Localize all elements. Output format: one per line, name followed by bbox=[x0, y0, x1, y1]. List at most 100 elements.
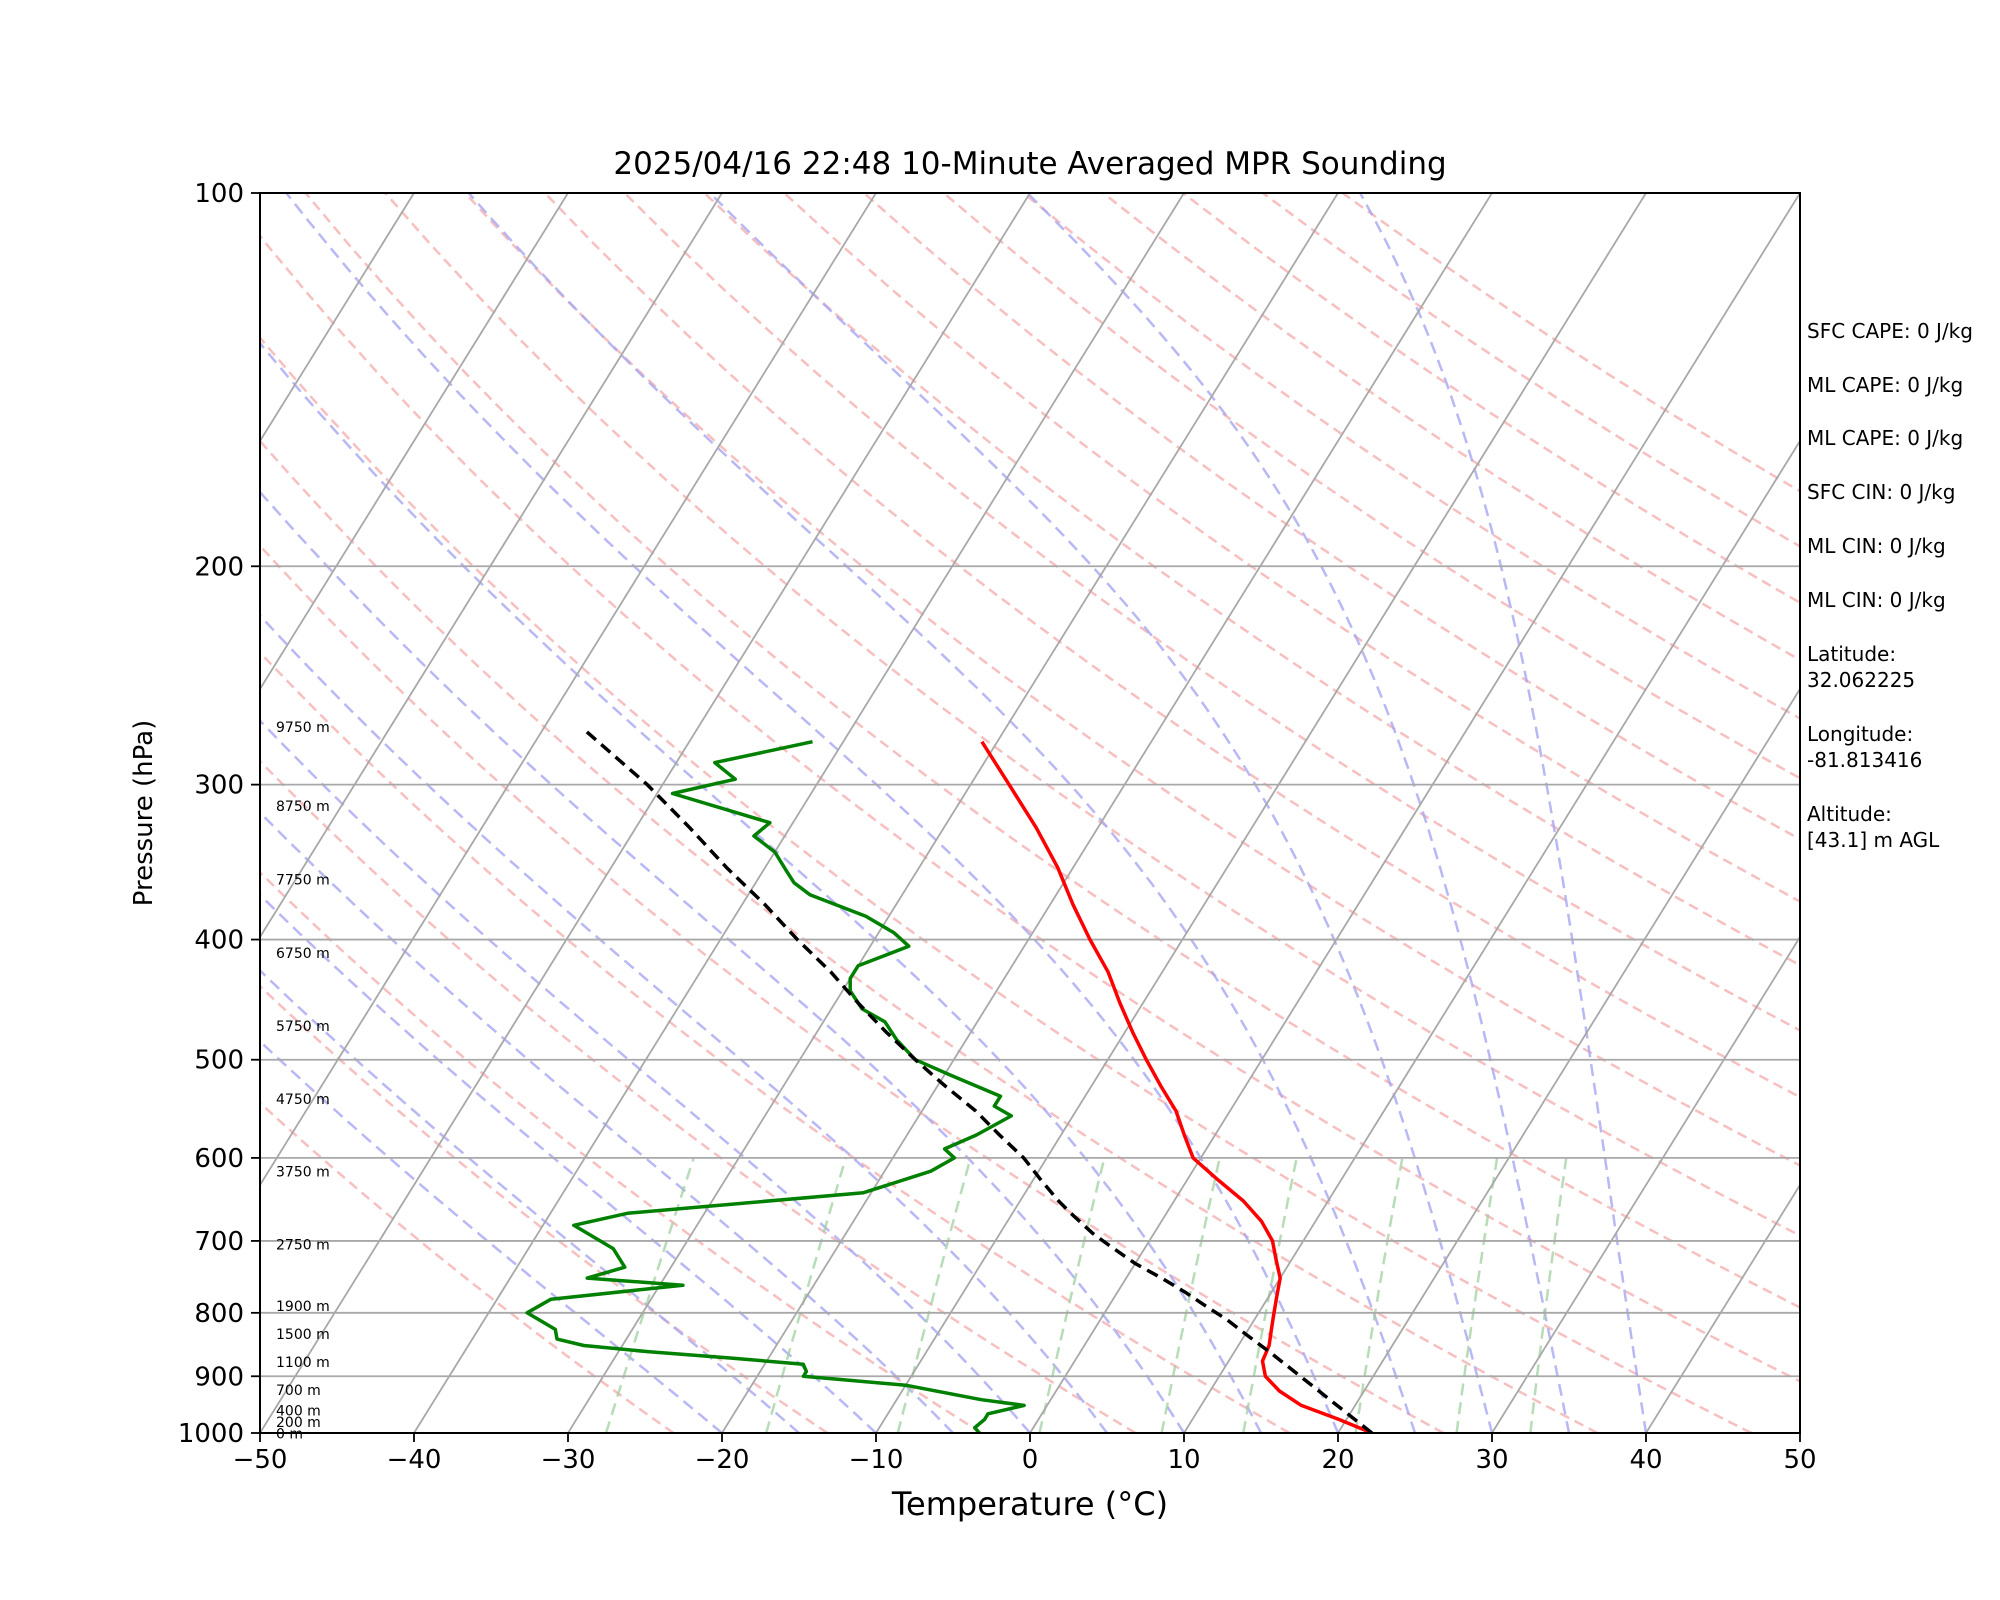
dry-adiabat bbox=[623, 193, 1800, 1032]
altitude-value: [43.1] m AGL bbox=[1807, 828, 1940, 852]
moist-adiabat bbox=[1359, 193, 1648, 1433]
moist-adiabat bbox=[260, 613, 1109, 1433]
y-tick-label: 600 bbox=[194, 1144, 244, 1174]
dry-adiabat bbox=[260, 543, 1445, 1433]
sfc-cin-text: SFC CIN: 0 J/kg bbox=[1807, 480, 1956, 504]
mixing-ratio-line bbox=[1160, 1157, 1221, 1433]
moist-adiabat bbox=[260, 718, 1031, 1433]
dry-adiabat bbox=[260, 650, 1291, 1433]
isotherm bbox=[1337, 687, 1800, 1433]
parcel-profile bbox=[581, 726, 1373, 1433]
altitude-label: Altitude: bbox=[1807, 802, 1892, 826]
isotherm bbox=[260, 193, 877, 1187]
y-tick-label: 500 bbox=[194, 1046, 244, 1076]
moist-adiabat bbox=[1026, 193, 1571, 1433]
height-label: 6750 m bbox=[276, 946, 330, 962]
ml-cin-text-2: ML CIN: 0 J/kg bbox=[1807, 588, 1946, 612]
dry-adiabat bbox=[260, 439, 1599, 1433]
dry-adiabat bbox=[260, 759, 1137, 1433]
x-tick-label: 40 bbox=[1629, 1445, 1662, 1475]
x-axis-label: Temperature (°C) bbox=[891, 1485, 1168, 1523]
isotherm bbox=[413, 193, 1185, 1433]
ml-cape-text: ML CAPE: 0 J/kg bbox=[1807, 373, 1964, 397]
isotherm bbox=[1029, 193, 1800, 1433]
height-label: 1900 m bbox=[276, 1299, 330, 1315]
ml-cin-text: ML CIN: 0 J/kg bbox=[1807, 534, 1946, 558]
x-tick-label: −20 bbox=[695, 1445, 750, 1475]
latitude-label: Latitude: bbox=[1807, 642, 1897, 666]
x-tick-label: −30 bbox=[541, 1445, 596, 1475]
isotherm bbox=[1491, 935, 1800, 1433]
height-label: 200 m bbox=[276, 1415, 321, 1431]
moist-adiabat bbox=[467, 193, 1417, 1433]
sfc-cape-text: SFC CAPE: 0 J/kg bbox=[1807, 319, 1973, 343]
x-tick-label: 0 bbox=[1022, 1445, 1039, 1475]
dry-adiabat bbox=[260, 233, 1800, 1383]
isotherm bbox=[875, 193, 1647, 1433]
dry-adiabat bbox=[260, 984, 829, 1433]
dry-adiabat bbox=[703, 193, 1800, 967]
y-axis-label: Pressure (hPa) bbox=[129, 720, 159, 907]
chart-title: 2025/04/16 22:48 10-Minute Averaged MPR … bbox=[613, 146, 1446, 182]
dry-adiabat bbox=[260, 870, 983, 1433]
moist-adiabat bbox=[285, 193, 1340, 1433]
x-tick-label: 30 bbox=[1475, 1445, 1508, 1475]
latitude-value: 32.062225 bbox=[1807, 668, 1916, 692]
x-axis: −50 −40 −30 −20 −10 0 10 20 30 40 50 bbox=[233, 1433, 1817, 1475]
x-tick-label: −40 bbox=[387, 1445, 442, 1475]
dry-adiabat bbox=[863, 193, 1800, 841]
dry-adiabat bbox=[260, 335, 1753, 1433]
dry-adiabat bbox=[260, 1101, 675, 1433]
dry-adiabat bbox=[1022, 193, 1800, 720]
height-label: 7750 m bbox=[276, 872, 330, 888]
y-tick-label: 1000 bbox=[178, 1419, 244, 1449]
moist-adiabat bbox=[709, 193, 1494, 1433]
isotherm bbox=[1183, 439, 1800, 1433]
isobar-grid bbox=[260, 193, 1800, 1433]
y-tick-label: 400 bbox=[194, 926, 244, 956]
y-tick-label: 900 bbox=[194, 1362, 244, 1392]
ml-cape-text-2: ML CAPE: 0 J/kg bbox=[1807, 426, 1964, 450]
moist-adiabat bbox=[260, 490, 1186, 1433]
isotherm bbox=[721, 193, 1493, 1433]
moist-adiabat bbox=[260, 1039, 723, 1433]
x-tick-label: 10 bbox=[1167, 1445, 1200, 1475]
height-label: 700 m bbox=[276, 1383, 321, 1399]
mixing-ratio-line bbox=[604, 1157, 695, 1433]
y-tick-label: 700 bbox=[194, 1227, 244, 1257]
dry-adiabat bbox=[464, 193, 1800, 1167]
height-label: 400 m bbox=[276, 1403, 321, 1419]
dewpoint-profile bbox=[525, 739, 1026, 1433]
y-tick-label: 800 bbox=[194, 1299, 244, 1329]
isotherm bbox=[1645, 1183, 1800, 1433]
temperature-profile bbox=[980, 740, 1373, 1433]
height-labels: 9750 m 8750 m 7750 m 6750 m 5750 m 4750 m 3750… bbox=[276, 720, 330, 1442]
dry-adiabat bbox=[384, 193, 1800, 1237]
x-tick-label: −50 bbox=[233, 1445, 288, 1475]
y-tick-label: 300 bbox=[194, 771, 244, 801]
y-tick-label: 200 bbox=[194, 552, 244, 582]
moist-adiabat bbox=[260, 341, 1263, 1433]
background-lines bbox=[0, 193, 1800, 1433]
height-label: 9750 m bbox=[276, 720, 330, 736]
isotherm bbox=[260, 193, 1031, 1433]
x-tick-label: −10 bbox=[849, 1445, 904, 1475]
dry-adiabat bbox=[942, 193, 1800, 780]
isotherm bbox=[0, 193, 106, 1433]
moist-adiabat bbox=[260, 968, 800, 1433]
longitude-label: Longitude: bbox=[1807, 722, 1914, 746]
height-label: 2750 m bbox=[276, 1237, 330, 1253]
height-label: 1500 m bbox=[276, 1327, 330, 1343]
moist-adiabat bbox=[260, 810, 954, 1433]
height-label: 1100 m bbox=[276, 1355, 330, 1371]
mixing-ratio-line bbox=[1038, 1157, 1106, 1433]
y-axis: 100 200 300 400 500 600 700 800 900 1000 bbox=[178, 179, 260, 1449]
height-label: 8750 m bbox=[276, 799, 330, 815]
isotherm bbox=[567, 193, 1339, 1433]
height-label: 4750 m bbox=[276, 1092, 330, 1108]
height-label: 5750 m bbox=[276, 1019, 330, 1035]
y-tick-label: 100 bbox=[194, 179, 244, 209]
height-label: 3750 m bbox=[276, 1164, 330, 1180]
isotherm bbox=[260, 193, 569, 691]
